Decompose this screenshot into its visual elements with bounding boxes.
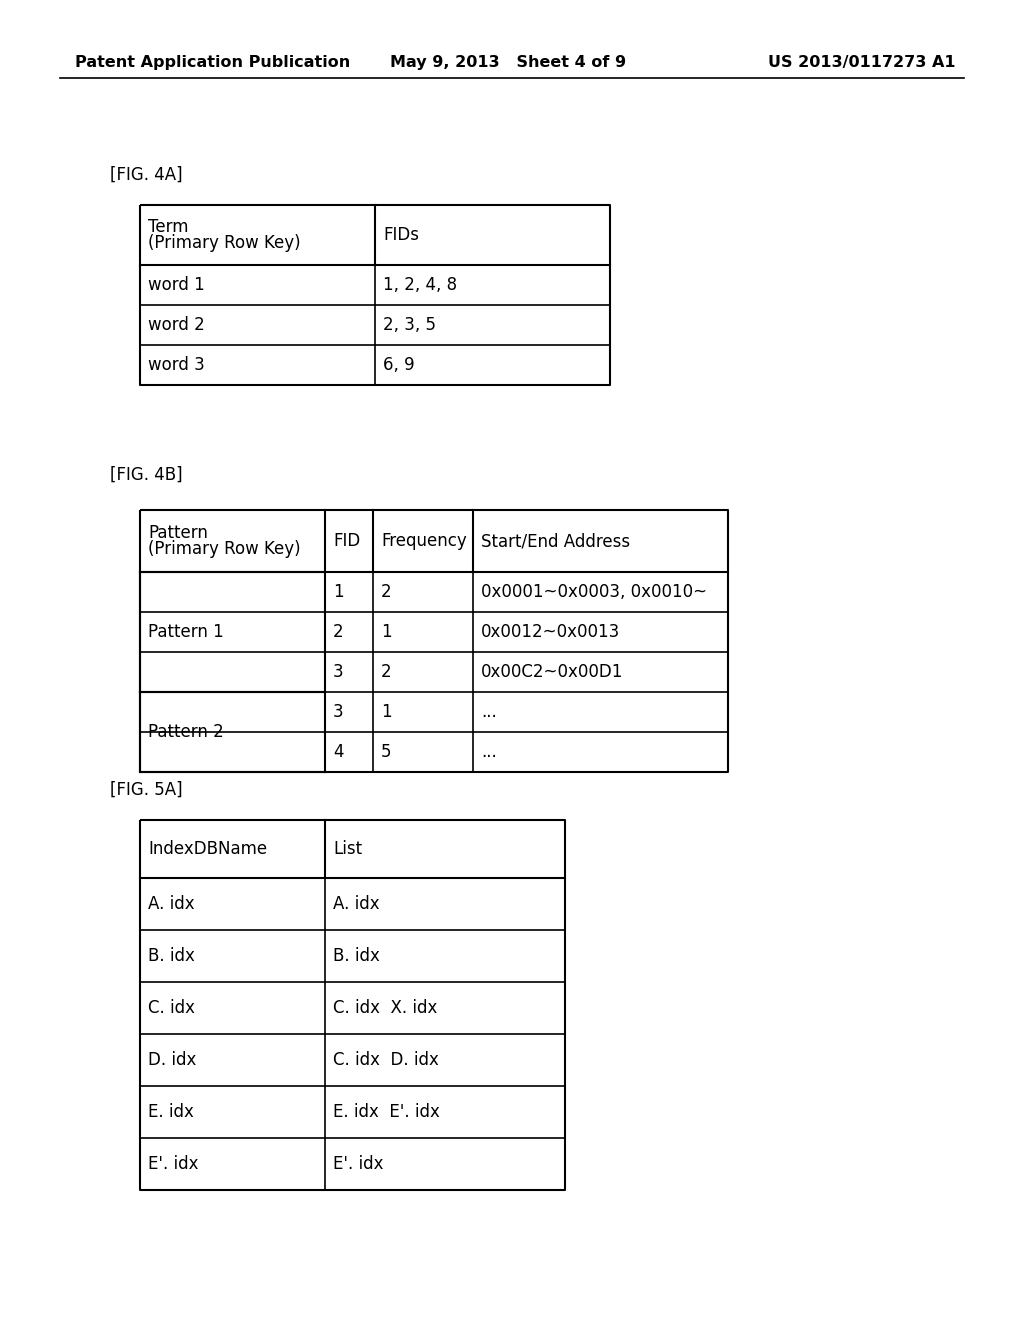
Text: FID: FID	[333, 532, 360, 550]
Text: word 2: word 2	[148, 315, 205, 334]
Text: May 9, 2013   Sheet 4 of 9: May 9, 2013 Sheet 4 of 9	[390, 54, 626, 70]
Text: 4: 4	[333, 743, 343, 762]
Text: 1, 2, 4, 8: 1, 2, 4, 8	[383, 276, 457, 294]
Text: E'. idx: E'. idx	[148, 1155, 199, 1173]
Text: 2: 2	[381, 663, 391, 681]
Text: Pattern 2: Pattern 2	[148, 723, 224, 741]
Text: 0x0001~0x0003, 0x0010~: 0x0001~0x0003, 0x0010~	[481, 583, 708, 601]
Text: C. idx: C. idx	[148, 999, 195, 1016]
Text: 6, 9: 6, 9	[383, 356, 415, 374]
Text: List: List	[333, 840, 362, 858]
Text: C. idx  D. idx: C. idx D. idx	[333, 1051, 439, 1069]
Text: 1: 1	[381, 623, 391, 642]
Text: D. idx: D. idx	[148, 1051, 197, 1069]
Text: 3: 3	[333, 704, 344, 721]
Text: 0x00C2~0x00D1: 0x00C2~0x00D1	[481, 663, 624, 681]
Text: [FIG. 4B]: [FIG. 4B]	[110, 466, 182, 484]
Text: 2: 2	[381, 583, 391, 601]
Text: 5: 5	[381, 743, 391, 762]
Text: (Primary Row Key): (Primary Row Key)	[148, 235, 301, 252]
Text: Patent Application Publication: Patent Application Publication	[75, 54, 350, 70]
Text: IndexDBName: IndexDBName	[148, 840, 267, 858]
Text: 2, 3, 5: 2, 3, 5	[383, 315, 436, 334]
Text: E. idx  E'. idx: E. idx E'. idx	[333, 1104, 440, 1121]
Text: E'. idx: E'. idx	[333, 1155, 384, 1173]
Text: word 3: word 3	[148, 356, 205, 374]
Text: 1: 1	[333, 583, 344, 601]
Text: Start/End Address: Start/End Address	[481, 532, 630, 550]
Text: A. idx: A. idx	[148, 895, 195, 913]
Text: Pattern 1: Pattern 1	[148, 623, 224, 642]
Text: E. idx: E. idx	[148, 1104, 194, 1121]
Text: C. idx  X. idx: C. idx X. idx	[333, 999, 437, 1016]
Text: A. idx: A. idx	[333, 895, 380, 913]
Text: 0x0012~0x0013: 0x0012~0x0013	[481, 623, 621, 642]
Text: Pattern: Pattern	[148, 524, 208, 541]
Text: Term: Term	[148, 218, 188, 235]
Text: B. idx: B. idx	[333, 946, 380, 965]
Text: (Primary Row Key): (Primary Row Key)	[148, 540, 301, 558]
Text: word 1: word 1	[148, 276, 205, 294]
Text: [FIG. 5A]: [FIG. 5A]	[110, 781, 182, 799]
Text: 2: 2	[333, 623, 344, 642]
Text: ...: ...	[481, 743, 497, 762]
Text: 1: 1	[381, 704, 391, 721]
Text: FIDs: FIDs	[383, 226, 419, 244]
Text: 3: 3	[333, 663, 344, 681]
Text: ...: ...	[481, 704, 497, 721]
Text: B. idx: B. idx	[148, 946, 195, 965]
Text: Frequency: Frequency	[381, 532, 467, 550]
Text: US 2013/0117273 A1: US 2013/0117273 A1	[768, 54, 955, 70]
Text: [FIG. 4A]: [FIG. 4A]	[110, 166, 182, 183]
